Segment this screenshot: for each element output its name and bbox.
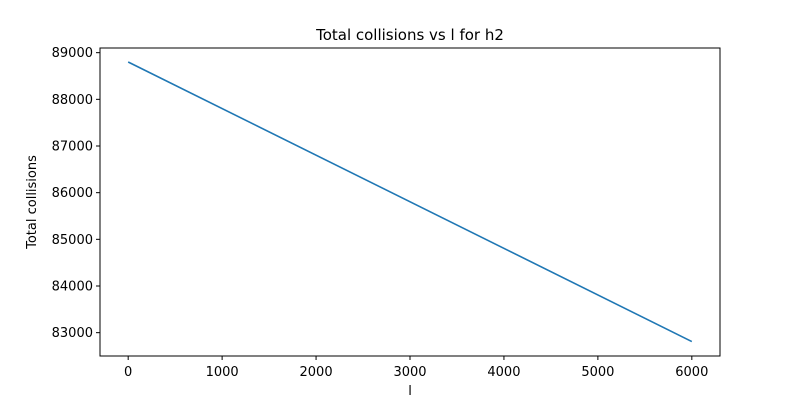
y-axis-label: Total collisions: [25, 155, 40, 250]
x-tick-label: 4000: [487, 365, 520, 380]
y-tick-label: 84000: [52, 280, 93, 295]
y-tick-label: 85000: [52, 233, 93, 248]
y-tick-label: 86000: [52, 186, 93, 201]
chart-title: Total collisions vs l for h2: [315, 26, 504, 44]
y-tick-label: 89000: [52, 46, 93, 61]
y-axis: 83000 84000 85000 86000 87000 88000 89000: [52, 46, 100, 341]
x-tick-label: 2000: [300, 365, 333, 380]
y-tick-label: 83000: [52, 326, 93, 341]
x-axis: 0 1000 2000 3000 4000 5000 6000: [124, 356, 708, 380]
x-tick-label: 1000: [206, 365, 239, 380]
series-line: [127, 61, 693, 343]
x-axis-label: l: [408, 384, 412, 399]
x-tick-label: 0: [124, 365, 132, 380]
y-tick-label: 87000: [52, 140, 93, 155]
x-tick-label: 6000: [675, 365, 708, 380]
x-tick-label: 3000: [393, 365, 426, 380]
x-tick-label: 5000: [581, 365, 614, 380]
series-layer: [127, 61, 693, 343]
y-tick-label: 88000: [52, 93, 93, 108]
